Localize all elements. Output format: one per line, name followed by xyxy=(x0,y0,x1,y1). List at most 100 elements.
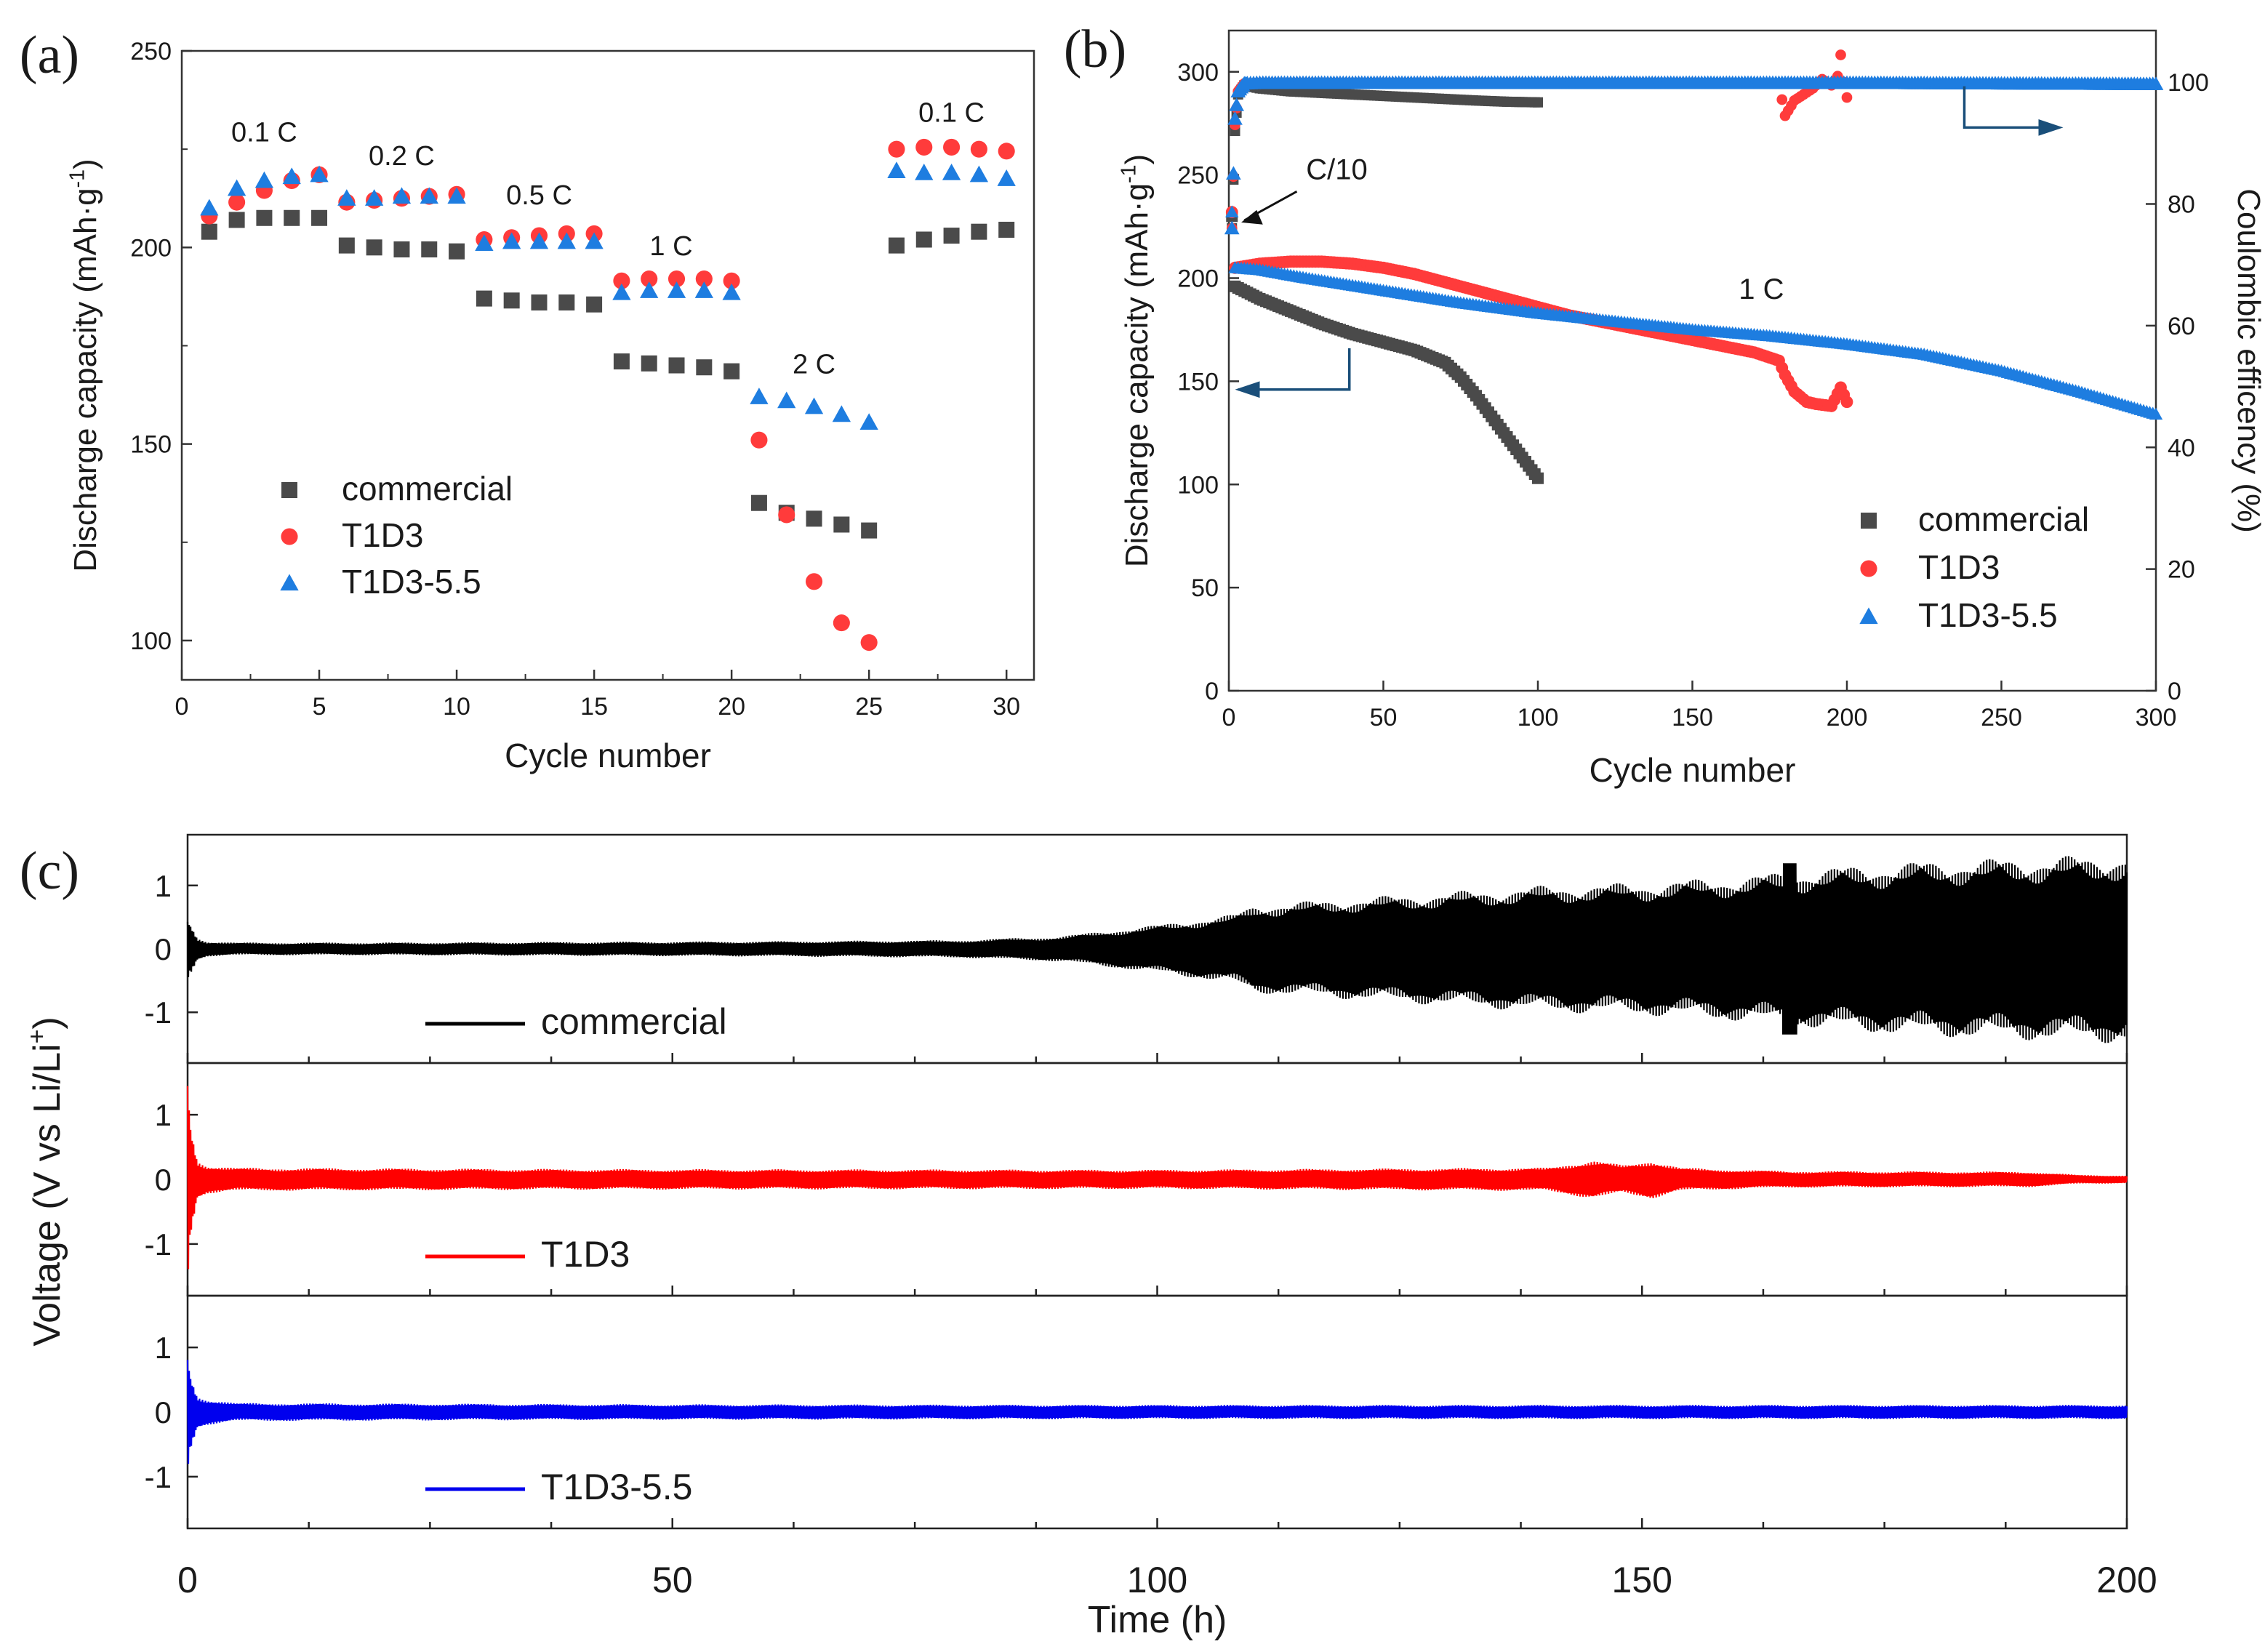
data-point-a-commercial xyxy=(915,231,932,248)
y-axis-label-c-base: Voltage (V vs Li/Li xyxy=(26,1043,68,1346)
y2-tick-label-b: 40 xyxy=(2168,434,2195,462)
data-point-a-commercial xyxy=(366,239,382,256)
y-tick-label-a: 200 xyxy=(130,234,172,262)
x-tick-label-c: 150 xyxy=(1612,1560,1672,1600)
data-point-a-commercial xyxy=(641,355,657,372)
y-tick-label-b: 50 xyxy=(1191,574,1219,602)
data-point-a-T1D3-5.5 xyxy=(777,391,796,409)
y-tick-label-b: 0 xyxy=(1205,678,1219,705)
data-point-a-T1D3 xyxy=(613,272,630,289)
legend-marker-a xyxy=(281,528,298,545)
y-axis-label-b-group: Discharge capacity (mAh·g-1) xyxy=(1117,154,1155,567)
legend-label-b: T1D3-5.5 xyxy=(1918,596,2058,634)
x-tick-label-a: 25 xyxy=(855,693,883,721)
efficiency-point-b-T1D3-5.5 xyxy=(1227,111,1243,125)
y-tick-label-a: 100 xyxy=(130,627,172,655)
data-point-a-T1D3-5.5 xyxy=(310,165,329,183)
y-axis-label-a-base: Discharge capacity (mAh·g xyxy=(68,188,103,572)
y-axis-label-a: Discharge capacity (mAh·g-1) xyxy=(65,159,103,572)
data-point-a-commercial xyxy=(943,228,960,244)
annotation-b: 1 C xyxy=(1739,273,1784,305)
y-tick-label-a: 150 xyxy=(130,431,172,459)
data-point-a-commercial xyxy=(531,294,548,310)
legend-label-b: commercial xyxy=(1918,500,2089,538)
data-point-a-T1D3-5.5 xyxy=(447,187,466,204)
left-axis-arrow-head xyxy=(1235,381,1260,398)
data-point-a-T1D3-5.5 xyxy=(227,179,246,196)
data-point-a-T1D3 xyxy=(228,193,246,211)
voltage-trace-c-T1D3 xyxy=(186,1086,2128,1270)
panel-label-c: (c) xyxy=(20,841,79,901)
right-axis-arrow-head xyxy=(2038,119,2064,136)
y-tick-label-b: 100 xyxy=(1177,471,1219,499)
data-point-a-commercial xyxy=(723,363,740,380)
x-tick-label-c: 0 xyxy=(177,1560,198,1600)
legend-label-a: T1D3 xyxy=(342,516,423,554)
x-tick-label-a: 15 xyxy=(580,693,608,721)
data-point-a-T1D3 xyxy=(723,272,740,289)
legend-label-a: commercial xyxy=(342,470,513,508)
voltage-trace-c-commercial xyxy=(186,856,2128,1043)
efficiency-point-b-T1D3-5.5 xyxy=(2148,76,2164,90)
data-point-a-T1D3-5.5 xyxy=(200,199,219,216)
data-point-a-T1D3-5.5 xyxy=(640,281,659,298)
data-point-a-commercial xyxy=(586,296,603,313)
data-point-a-T1D3 xyxy=(641,270,658,288)
data-point-a-T1D3-5.5 xyxy=(667,281,686,298)
data-point-a-commercial xyxy=(696,359,713,376)
data-point-a-commercial xyxy=(833,516,850,533)
y-axis-label-c-sup: + xyxy=(23,1030,51,1044)
rate-label-a: 0.5 C xyxy=(506,180,572,211)
data-point-a-commercial xyxy=(284,209,300,226)
data-point-a-T1D3-5.5 xyxy=(254,171,274,188)
legend-label-c: commercial xyxy=(541,1001,727,1042)
data-point-a-T1D3-5.5 xyxy=(997,169,1016,186)
y-axis-label-a-group: Discharge capacity (mAh·g-1) xyxy=(65,159,103,572)
y-tick-label-c: 0 xyxy=(155,1395,172,1430)
data-point-a-T1D3-5.5 xyxy=(694,281,713,298)
data-point-a-T1D3 xyxy=(915,138,933,156)
data-point-a-T1D3-5.5 xyxy=(859,413,878,430)
data-point-a-commercial xyxy=(449,243,465,260)
rate-label-a: 2 C xyxy=(793,349,835,380)
y-tick-label-c: -1 xyxy=(145,1227,172,1262)
y-tick-label-b: 150 xyxy=(1177,368,1219,396)
y-tick-label-b: 300 xyxy=(1177,59,1219,87)
y2-axis-label-b: Coulombic efficency (%) xyxy=(2231,188,2265,533)
efficiency-point-b-commercial xyxy=(1533,97,1543,108)
x-tick-label-b: 150 xyxy=(1672,704,1713,731)
data-point-a-commercial xyxy=(998,221,1015,238)
data-point-a-commercial xyxy=(888,237,905,254)
efficiency-point-b-T1D3-5.5 xyxy=(1226,166,1241,180)
panel-label-a: (a) xyxy=(20,25,79,85)
right-axis-arrow xyxy=(1963,86,2057,129)
annotation-b: C/10 xyxy=(1306,153,1368,185)
x-axis-label-a: Cycle number xyxy=(505,737,711,774)
data-point-a-commercial xyxy=(421,241,438,258)
y-axis-label-c-group: Voltage (V vs Li/Li+) xyxy=(23,1017,68,1346)
data-point-a-T1D3-5.5 xyxy=(392,187,412,204)
x-tick-label-b: 200 xyxy=(1827,704,1868,731)
data-point-a-T1D3-5.5 xyxy=(475,234,494,252)
y-tick-label-b: 250 xyxy=(1177,162,1219,190)
y-axis-label-a-end: ) xyxy=(68,159,103,169)
data-point-a-T1D3 xyxy=(778,506,795,524)
data-point-a-T1D3 xyxy=(970,140,987,158)
data-point-a-commercial xyxy=(861,522,878,539)
y-axis-label-b-sup: -1 xyxy=(1117,165,1140,183)
left-axis-arrow xyxy=(1238,348,1351,391)
data-point-a-T1D3 xyxy=(668,270,686,288)
y-tick-label-c: -1 xyxy=(145,995,172,1030)
data-point-a-T1D3 xyxy=(860,634,878,651)
data-point-a-T1D3 xyxy=(805,573,823,590)
efficiency-point-b-T1D3 xyxy=(1776,94,1788,105)
legend-marker-b xyxy=(1861,513,1877,529)
y-tick-label-b: 200 xyxy=(1177,265,1219,293)
x-tick-label-c: 50 xyxy=(652,1560,693,1600)
data-point-a-T1D3-5.5 xyxy=(529,232,549,249)
data-point-a-commercial xyxy=(256,209,273,226)
legend-marker-a xyxy=(281,482,297,498)
x-tick-label-b: 250 xyxy=(1981,704,2022,731)
x-tick-label-a: 0 xyxy=(175,693,189,721)
